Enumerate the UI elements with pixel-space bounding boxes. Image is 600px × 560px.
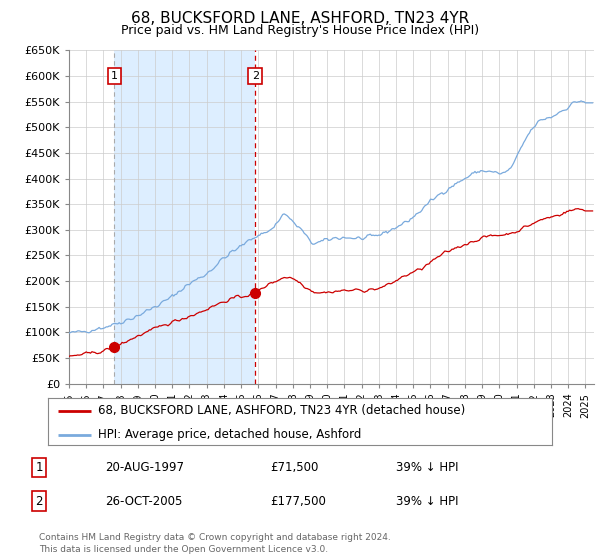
Text: 39% ↓ HPI: 39% ↓ HPI <box>396 461 458 474</box>
Text: £71,500: £71,500 <box>270 461 319 474</box>
Text: 68, BUCKSFORD LANE, ASHFORD, TN23 4YR: 68, BUCKSFORD LANE, ASHFORD, TN23 4YR <box>131 11 469 26</box>
Bar <box>115 50 255 384</box>
Text: 20-AUG-1997: 20-AUG-1997 <box>105 461 184 474</box>
Text: 1: 1 <box>111 71 118 81</box>
Text: 2: 2 <box>35 494 43 508</box>
Text: HPI: Average price, detached house, Ashford: HPI: Average price, detached house, Ashf… <box>98 428 362 441</box>
Text: 26-OCT-2005: 26-OCT-2005 <box>105 494 182 508</box>
Text: 1: 1 <box>35 461 43 474</box>
Text: Contains HM Land Registry data © Crown copyright and database right 2024.
This d: Contains HM Land Registry data © Crown c… <box>39 533 391 554</box>
Text: £177,500: £177,500 <box>270 494 326 508</box>
Text: 68, BUCKSFORD LANE, ASHFORD, TN23 4YR (detached house): 68, BUCKSFORD LANE, ASHFORD, TN23 4YR (d… <box>98 404 466 417</box>
Text: 39% ↓ HPI: 39% ↓ HPI <box>396 494 458 508</box>
Text: 2: 2 <box>251 71 259 81</box>
Text: Price paid vs. HM Land Registry's House Price Index (HPI): Price paid vs. HM Land Registry's House … <box>121 24 479 36</box>
